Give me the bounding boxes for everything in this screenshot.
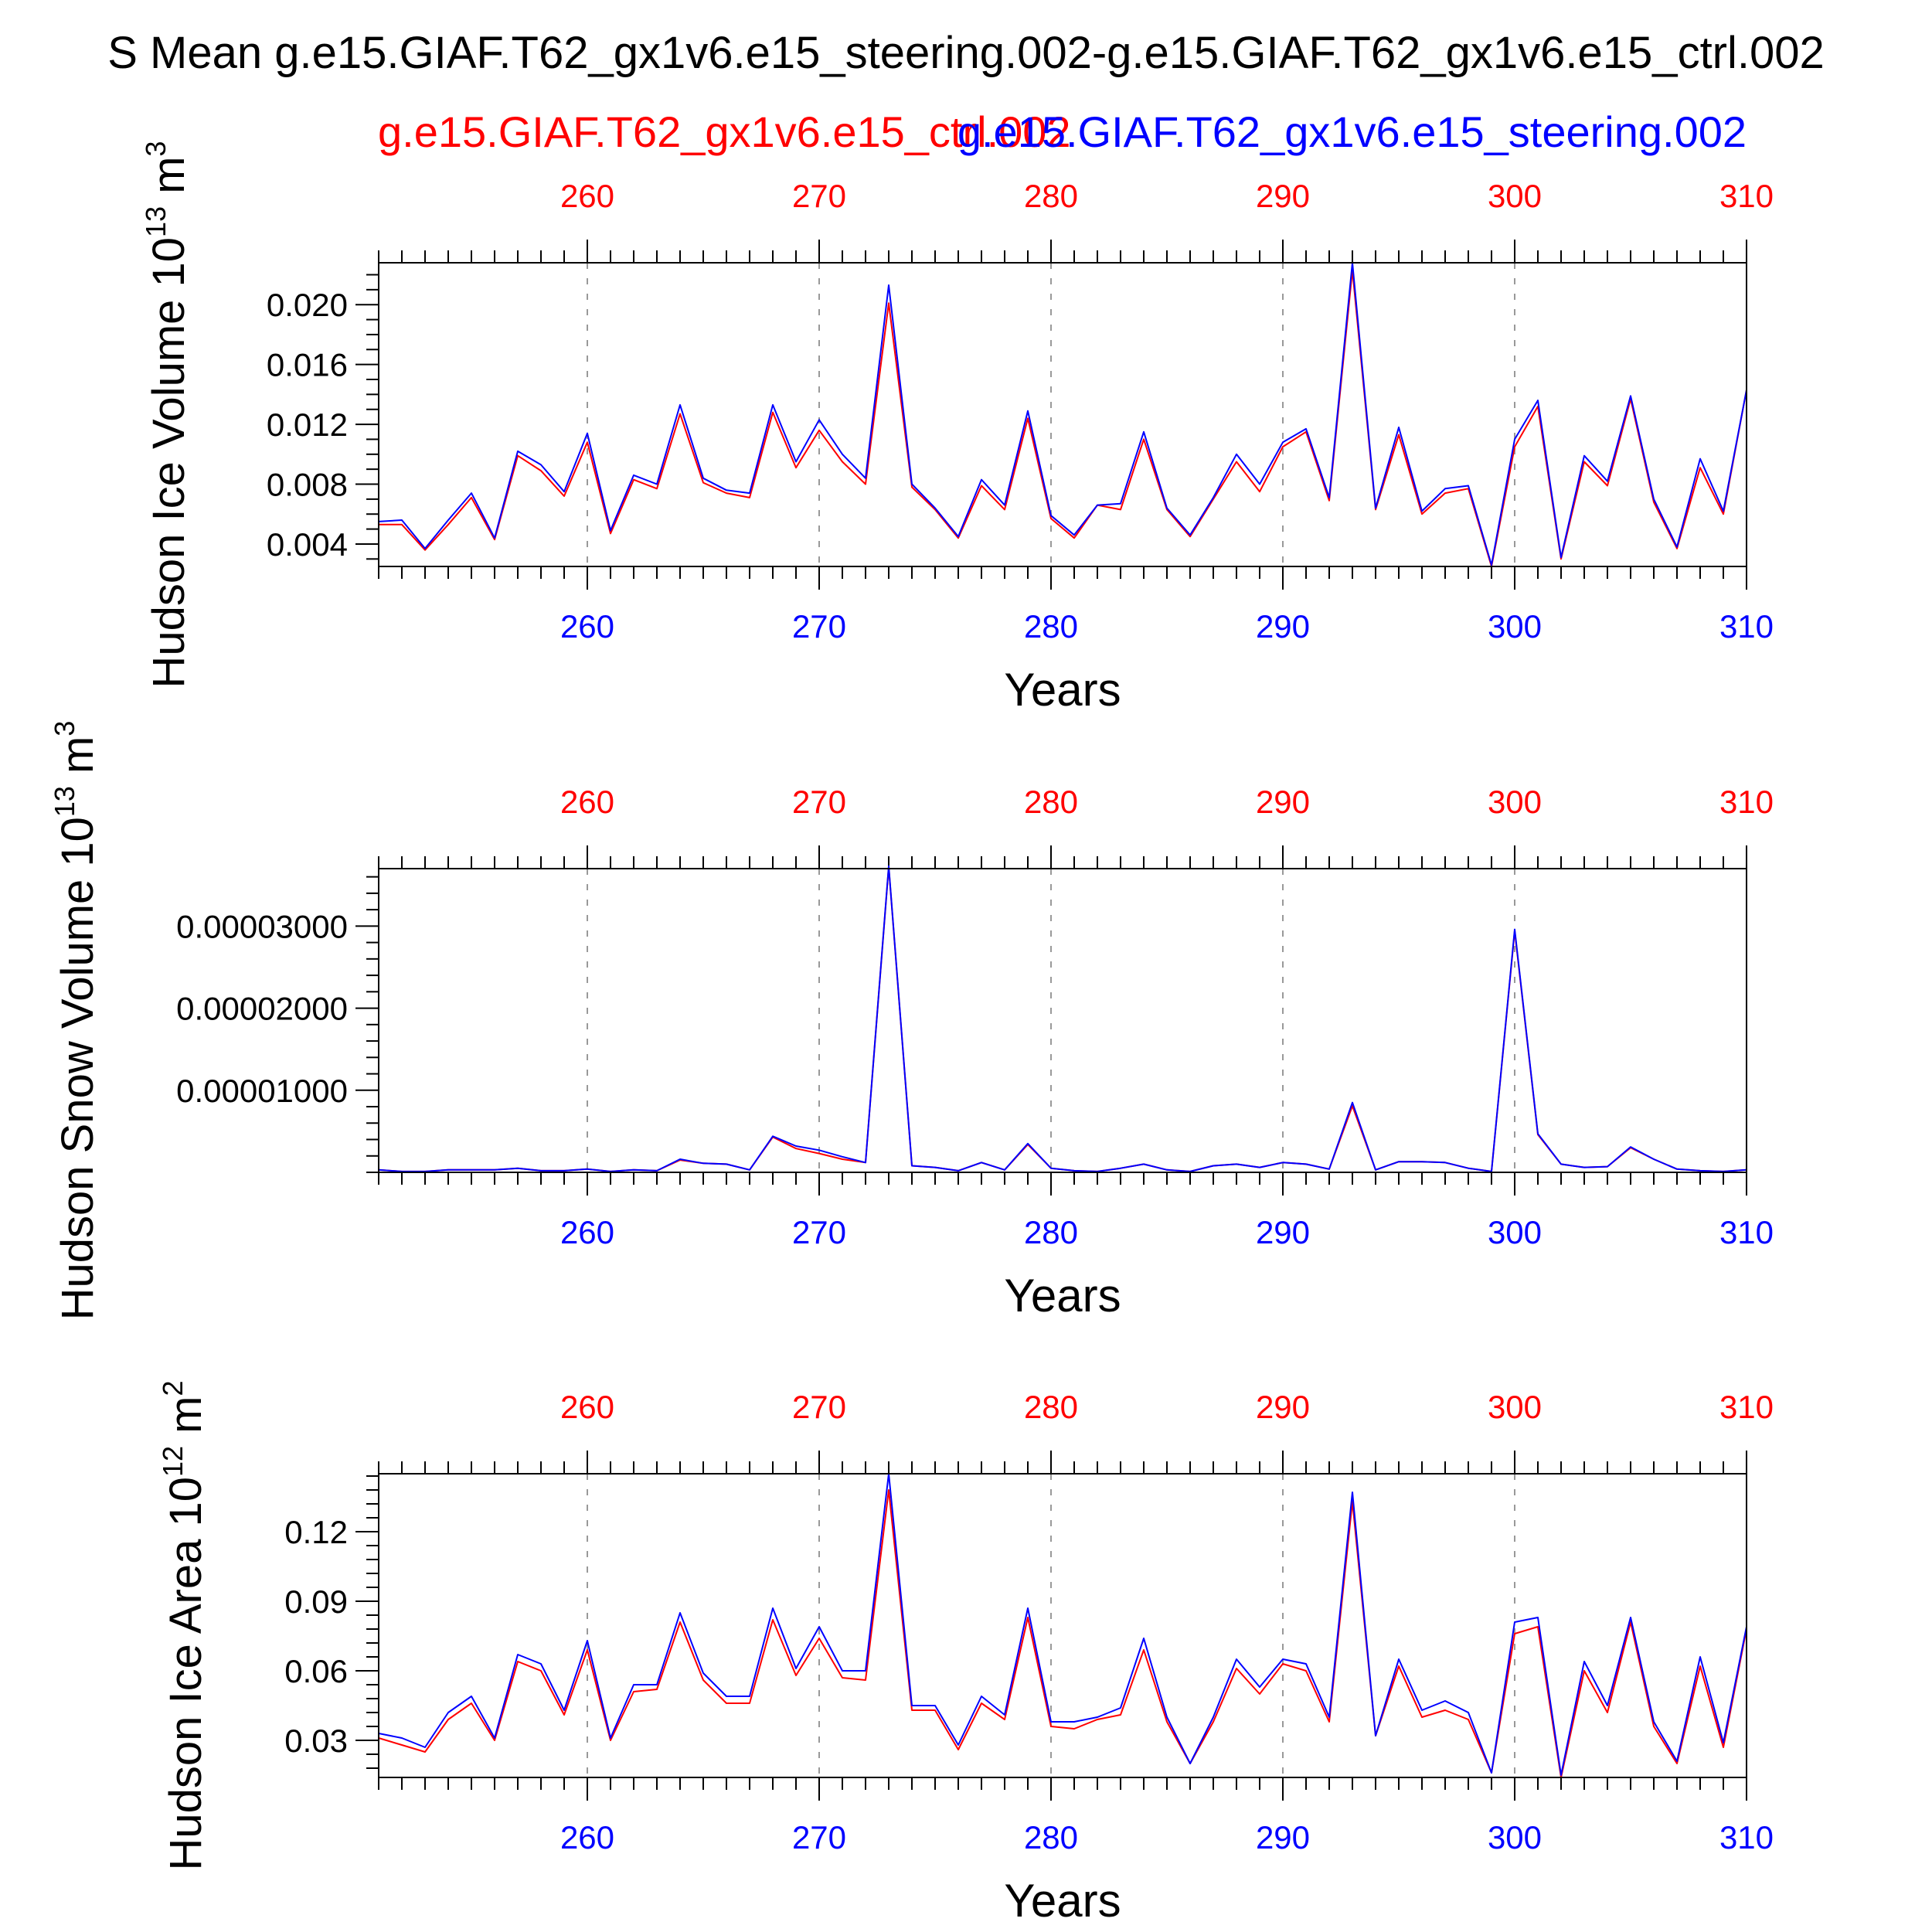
x-tick-label-top-260: 260 <box>560 784 614 820</box>
series-line-ctrl <box>378 1489 1747 1778</box>
panel-1: 0.004 0.008 0.012 0.016 0.020 260 260 270 270 280… <box>140 141 1774 716</box>
x-tick-label-bottom-270: 270 <box>792 1214 846 1250</box>
x-tick-label-bottom-260: 260 <box>560 1819 614 1855</box>
series-line-steering <box>378 865 1747 1172</box>
y-tick-label-0.016: 0.016 <box>267 347 348 383</box>
y-axis-title: Hudson Ice Volume 1013 m3 <box>140 141 194 688</box>
x-tick-label-bottom-280: 280 <box>1024 1214 1078 1250</box>
y-tick-label-0.00003000: 0.00003000 <box>176 908 348 944</box>
x-tick-label-top-280: 280 <box>1024 178 1078 214</box>
x-tick-label-top-290: 290 <box>1256 784 1310 820</box>
y-tick-label-0.004: 0.004 <box>267 526 348 563</box>
x-tick-label-bottom-310: 310 <box>1719 1214 1774 1250</box>
y-tick-label-0.09: 0.09 <box>284 1583 348 1620</box>
x-tick-label-top-300: 300 <box>1488 178 1542 214</box>
x-tick-label-top-270: 270 <box>792 178 846 214</box>
panel-3: 0.03 0.06 0.09 0.12 260 260 270 270 280 280 290 290… <box>157 1381 1774 1927</box>
x-tick-label-bottom-310: 310 <box>1719 1819 1774 1855</box>
x-axis-title: Years <box>1004 664 1121 716</box>
x-tick-label-top-260: 260 <box>560 1389 614 1425</box>
x-tick-label-bottom-280: 280 <box>1024 1819 1078 1855</box>
x-tick-label-top-310: 310 <box>1719 784 1774 820</box>
x-tick-label-top-290: 290 <box>1256 178 1310 214</box>
x-tick-label-top-310: 310 <box>1719 1389 1774 1425</box>
series-line-ctrl <box>379 269 1747 567</box>
plot-frame <box>378 262 1747 567</box>
legend: g.e15.GIAF.T62_gx1v6.e15_ctrl.002 g.e15.… <box>378 107 1747 156</box>
panel-2: 0.00001000 0.00002000 0.00003000 260 260 270 2… <box>49 721 1774 1321</box>
x-tick-label-bottom-280: 280 <box>1024 608 1078 645</box>
x-tick-label-top-280: 280 <box>1024 1389 1078 1425</box>
y-tick-label-0.03: 0.03 <box>284 1723 348 1759</box>
legend-steering-label: g.e15.GIAF.T62_gx1v6.e15_steering.002 <box>957 107 1747 156</box>
x-tick-label-bottom-290: 290 <box>1256 1214 1310 1250</box>
x-tick-label-top-270: 270 <box>792 784 846 820</box>
x-tick-label-bottom-260: 260 <box>560 608 614 645</box>
x-tick-label-bottom-310: 310 <box>1719 608 1774 645</box>
x-tick-label-top-260: 260 <box>560 178 614 214</box>
y-axis-title: Hudson Snow Volume 1013 m3 <box>49 721 103 1321</box>
plot-frame <box>378 868 1747 1173</box>
y-axis-title: Hudson Ice Area 1012 m2 <box>157 1381 211 1871</box>
x-tick-label-top-300: 300 <box>1488 1389 1542 1425</box>
page-title: S Mean g.e15.GIAF.T62_gx1v6.e15_steering… <box>107 28 1825 78</box>
x-tick-label-top-280: 280 <box>1024 784 1078 820</box>
legend-ctrl-label: g.e15.GIAF.T62_gx1v6.e15_ctrl.002 <box>378 107 1071 156</box>
y-tick-label-0.06: 0.06 <box>284 1653 348 1689</box>
series-line-steering <box>378 1473 1747 1776</box>
x-tick-label-top-290: 290 <box>1256 1389 1310 1425</box>
y-tick-label-0.012: 0.012 <box>267 406 348 443</box>
x-tick-label-bottom-300: 300 <box>1488 608 1542 645</box>
y-tick-label-0.12: 0.12 <box>284 1514 348 1550</box>
x-tick-label-bottom-260: 260 <box>560 1214 614 1250</box>
x-tick-label-top-270: 270 <box>792 1389 846 1425</box>
x-axis-title: Years <box>1004 1270 1121 1321</box>
chart-panels: 0.004 0.008 0.012 0.016 0.020 260 260 270 270 280… <box>49 141 1774 1927</box>
y-tick-label-0.00002000: 0.00002000 <box>176 991 348 1027</box>
plot-frame <box>378 1473 1747 1778</box>
x-tick-label-bottom-300: 300 <box>1488 1214 1542 1250</box>
y-tick-label-0.00001000: 0.00001000 <box>176 1073 348 1109</box>
x-tick-label-bottom-270: 270 <box>792 608 846 645</box>
y-tick-label-0.020: 0.020 <box>267 287 348 323</box>
x-axis-title: Years <box>1004 1875 1121 1927</box>
x-tick-label-bottom-290: 290 <box>1256 1819 1310 1855</box>
x-tick-label-top-300: 300 <box>1488 784 1542 820</box>
x-tick-label-bottom-290: 290 <box>1256 608 1310 645</box>
x-tick-label-bottom-300: 300 <box>1488 1819 1542 1855</box>
x-tick-label-bottom-270: 270 <box>792 1819 846 1855</box>
x-tick-label-top-310: 310 <box>1719 178 1774 214</box>
y-tick-label-0.008: 0.008 <box>267 467 348 503</box>
series-line-steering <box>378 262 1747 566</box>
